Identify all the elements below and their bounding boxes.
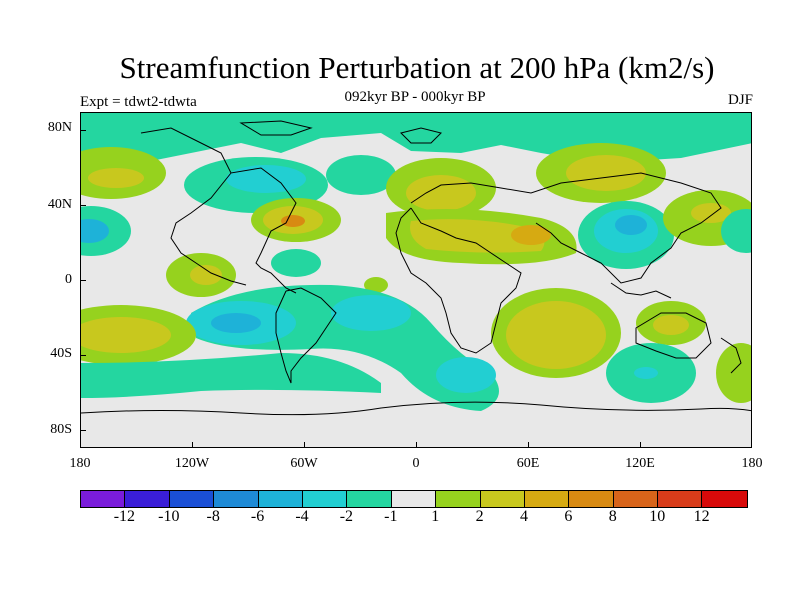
lon-label: 180 bbox=[69, 456, 91, 471]
lon-label: 0 bbox=[412, 456, 420, 471]
colorbar-swatch bbox=[391, 491, 437, 507]
lon-tick bbox=[304, 442, 305, 448]
lon-tick bbox=[528, 442, 529, 448]
colorbar-label: -1 bbox=[384, 508, 398, 525]
colorbar-swatch bbox=[258, 491, 303, 507]
colorbar-label: 10 bbox=[649, 508, 666, 525]
colorbar-swatch bbox=[480, 491, 525, 507]
lat-tick bbox=[80, 205, 86, 206]
lat-tick bbox=[80, 355, 86, 356]
plot-subtitle: 092kyr BP - 000kyr BP bbox=[344, 89, 486, 105]
colorbar-label: 6 bbox=[564, 508, 573, 525]
colorbar-label: 2 bbox=[475, 508, 484, 525]
lon-label: 120W bbox=[174, 456, 210, 471]
lat-tick bbox=[80, 430, 86, 431]
lat-tick bbox=[80, 280, 86, 281]
season-label: DJF bbox=[727, 92, 753, 108]
coastlines bbox=[81, 120, 751, 416]
colorbar bbox=[80, 490, 748, 508]
lon-tick bbox=[416, 442, 417, 448]
lon-label: 180 bbox=[741, 456, 763, 471]
colorbar-swatch bbox=[302, 491, 348, 507]
lon-label: 60E bbox=[516, 456, 540, 471]
colorbar-label: -8 bbox=[206, 508, 220, 525]
colorbar-swatch bbox=[347, 491, 392, 507]
colorbar-label: 4 bbox=[520, 508, 528, 525]
colorbar-label: -12 bbox=[113, 508, 136, 525]
colorbar-swatch bbox=[81, 491, 126, 507]
colorbar-swatch bbox=[613, 491, 659, 507]
lat-label: 80S bbox=[50, 422, 72, 437]
lat-label: 80N bbox=[47, 120, 72, 135]
lon-tick bbox=[640, 442, 641, 448]
colorbar-label: -2 bbox=[339, 508, 354, 525]
colorbar-swatch bbox=[524, 491, 570, 507]
colorbar-label: 8 bbox=[608, 508, 617, 525]
experiment-label: Expt = tdwt2-tdwta bbox=[80, 94, 197, 110]
lat-tick bbox=[80, 130, 86, 131]
lon-label: 120E bbox=[625, 456, 655, 471]
colorbar-swatch bbox=[702, 491, 747, 507]
lat-label: 40N bbox=[47, 197, 72, 212]
streamfunction-map bbox=[80, 112, 752, 448]
map-canvas bbox=[81, 113, 751, 447]
colorbar-swatch bbox=[658, 491, 703, 507]
colorbar-swatch bbox=[436, 491, 481, 507]
colorbar-swatch bbox=[569, 491, 614, 507]
plot-title: Streamfunction Perturbation at 200 hPa (… bbox=[119, 50, 715, 85]
colorbar-label: 12 bbox=[693, 508, 710, 525]
colorbar-label: -6 bbox=[250, 508, 265, 525]
colorbar-label: 1 bbox=[431, 508, 440, 525]
lon-tick bbox=[192, 442, 193, 448]
colorbar-swatch bbox=[214, 491, 259, 507]
colorbar-swatch bbox=[169, 491, 215, 507]
colorbar-label: -10 bbox=[158, 508, 180, 525]
colorbar-swatch bbox=[125, 491, 170, 507]
lon-label: 60W bbox=[290, 456, 318, 471]
lat-label: 0 bbox=[65, 272, 72, 287]
colorbar-label: -4 bbox=[295, 508, 309, 525]
lat-label: 40S bbox=[50, 346, 72, 361]
